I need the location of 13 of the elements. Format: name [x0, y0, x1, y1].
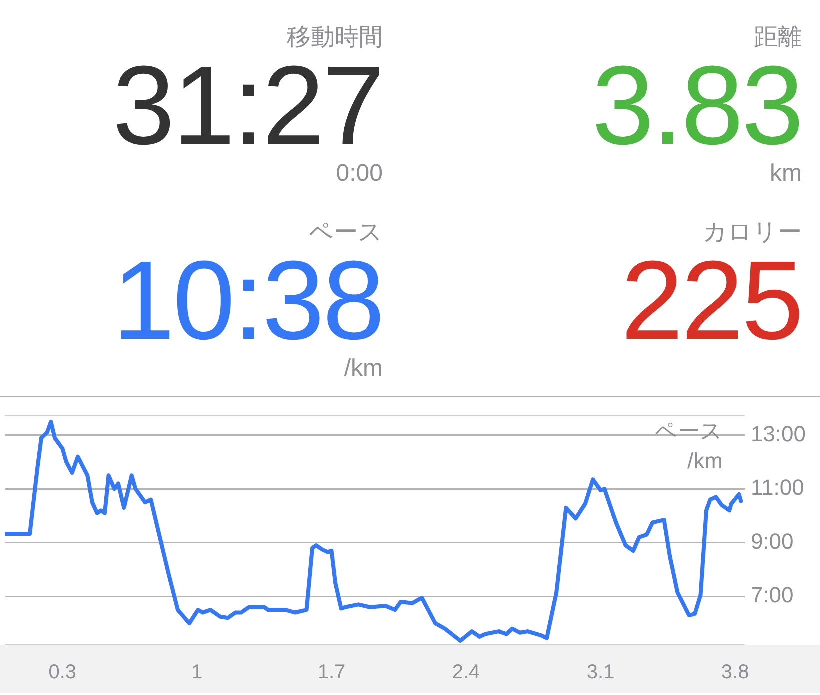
text: 0:00: [335, 160, 383, 188]
x-tick-label: 2.4: [452, 662, 480, 684]
x-tick-label: 3.8: [721, 662, 750, 684]
x-tick-label: 1: [192, 662, 203, 684]
x-tick-label: 0.3: [48, 662, 77, 684]
x-tick-label: 3.1: [586, 662, 615, 684]
y-tick-label: 9:00: [750, 528, 794, 554]
y-tick-label: 7:00: [750, 582, 794, 608]
text: /km: [343, 355, 383, 383]
text: km: [769, 160, 802, 188]
y-tick-label: 11:00: [750, 475, 804, 500]
y-tick-label: 13:00: [750, 421, 806, 446]
x-tick-label: 1.7: [318, 662, 346, 684]
